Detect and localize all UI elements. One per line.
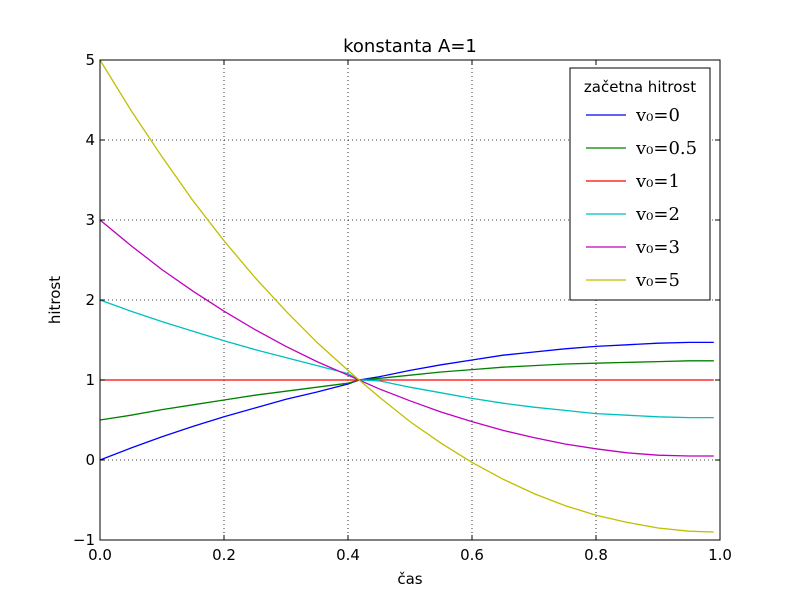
legend-title: začetna hitrost — [584, 78, 696, 96]
series-line-0 — [99, 341, 714, 461]
x-axis-label: čas — [397, 570, 422, 588]
y-tick-label: −1 — [73, 531, 95, 549]
legend-label-5: v₀=5 — [635, 270, 680, 291]
x-tick-label: 0.0 — [88, 546, 112, 564]
y-tick-label: 3 — [85, 211, 95, 229]
series-line-1 — [99, 360, 714, 421]
x-tick-label: 0.2 — [212, 546, 236, 564]
x-tick-label: 1.0 — [708, 546, 732, 564]
y-tick-label: 0 — [85, 451, 95, 469]
y-tick-label: 2 — [85, 291, 95, 309]
legend-box — [569, 67, 711, 301]
x-tick-label: 0.4 — [336, 546, 360, 564]
y-axis-label: hitrost — [46, 276, 64, 324]
x-tick-label: 0.6 — [460, 546, 484, 564]
legend-label-1: v₀=0.5 — [635, 138, 697, 159]
series-line-3 — [99, 299, 714, 419]
y-tick-label: 5 — [85, 51, 95, 69]
legend-label-4: v₀=3 — [635, 237, 680, 258]
series-line-4 — [99, 219, 714, 457]
chart-title: konstanta A=1 — [343, 36, 477, 57]
legend-label-2: v₀=1 — [635, 171, 680, 192]
series-line-5 — [99, 59, 714, 533]
plot-area: 0.0 0.2 0.4 0.6 0.8 1.0 −1 0 1 2 3 4 5 začetna hitros… — [73, 51, 732, 564]
legend-label-0: v₀=0 — [635, 105, 680, 126]
x-tick-label: 0.8 — [584, 546, 608, 564]
legend-label-3: v₀=2 — [635, 204, 680, 225]
y-tick-label: 1 — [85, 371, 95, 389]
y-tick-label: 4 — [85, 131, 95, 149]
